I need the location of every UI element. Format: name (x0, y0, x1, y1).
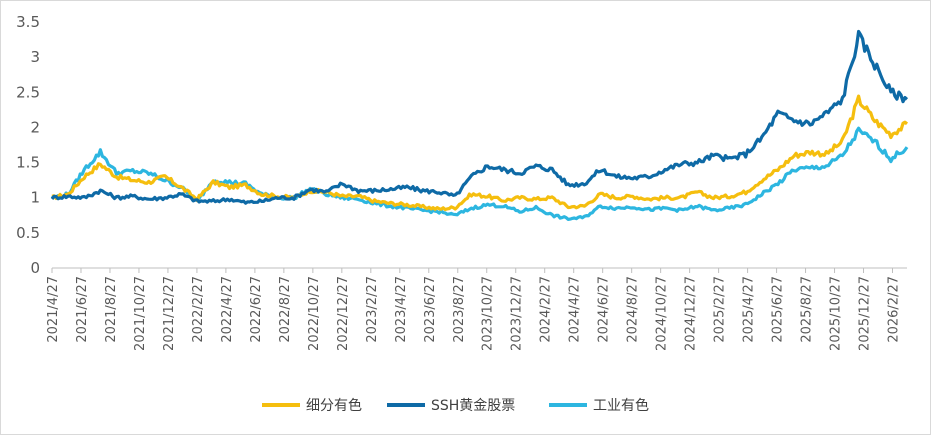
x-tick-label: 2023/8/27 (452, 276, 467, 343)
x-tick-label: 2024/10/27 (655, 276, 670, 351)
x-tick-label: 2025/4/27 (742, 276, 757, 343)
series-line (51, 94, 909, 212)
x-tick-label: 2022/4/27 (220, 276, 235, 343)
x-tick-label: 2022/8/27 (278, 276, 293, 343)
x-tick-label: 2024/2/27 (539, 276, 554, 343)
x-tick-label: 2024/6/27 (597, 276, 612, 343)
legend-label: 细分有色 (306, 397, 362, 414)
x-tick-label: 2025/6/27 (771, 276, 786, 343)
x-tick-label: 2022/10/27 (307, 276, 322, 351)
x-tick-label: 2024/12/27 (684, 276, 699, 351)
x-tick-label: 2024/4/27 (568, 276, 583, 343)
x-tick-label: 2021/10/27 (133, 276, 148, 351)
x-tick-label: 2026/2/27 (887, 276, 902, 343)
x-tick-label: 2023/2/27 (365, 276, 380, 343)
series-lines (50, 29, 909, 221)
x-tick-label: 2025/12/27 (858, 276, 873, 351)
x-tick-label: 2021/4/27 (46, 276, 61, 343)
y-tick-label: 2.5 (16, 83, 40, 101)
x-tick-label: 2023/10/27 (481, 276, 496, 351)
legend-label: 工业有色 (593, 397, 649, 414)
legend-label: SSH黄金股票 (431, 397, 515, 414)
y-tick-label: 3 (30, 48, 40, 66)
x-tick-label: 2021/12/27 (162, 276, 177, 351)
y-tick-label: 1 (30, 189, 40, 207)
x-tick-label: 2023/6/27 (423, 276, 438, 343)
y-tick-label: 3.5 (16, 13, 40, 31)
y-tick-label: 0 (30, 259, 40, 277)
x-tick-label: 2022/2/27 (191, 276, 206, 343)
y-tick-label: 1.5 (16, 154, 40, 172)
y-tick-label: 2 (30, 118, 40, 136)
x-tick-label: 2022/6/27 (249, 276, 264, 343)
y-tick-label: 0.5 (16, 224, 40, 242)
series-line (50, 29, 909, 205)
x-tick-label: 2021/8/27 (104, 276, 119, 343)
axes: 0 0.5 1 1.5 2 2.5 3 3.5 2021/4/27 2021/6/27 2021/8… (16, 13, 907, 351)
x-tick-label: 2023/12/27 (510, 276, 525, 351)
x-tick-label: 2022/12/27 (336, 276, 351, 351)
x-tick-label: 2023/4/27 (394, 276, 409, 343)
x-tick-label: 2021/6/27 (75, 276, 90, 343)
x-tick-label: 2025/8/27 (800, 276, 815, 343)
legend: 细分有色 SSH黄金股票 工业有色 (262, 397, 649, 414)
x-tick-label: 2025/10/27 (829, 276, 844, 351)
x-tick-label: 2024/8/27 (626, 276, 641, 343)
x-tick-label: 2025/2/27 (713, 276, 728, 343)
series-line (50, 126, 909, 221)
